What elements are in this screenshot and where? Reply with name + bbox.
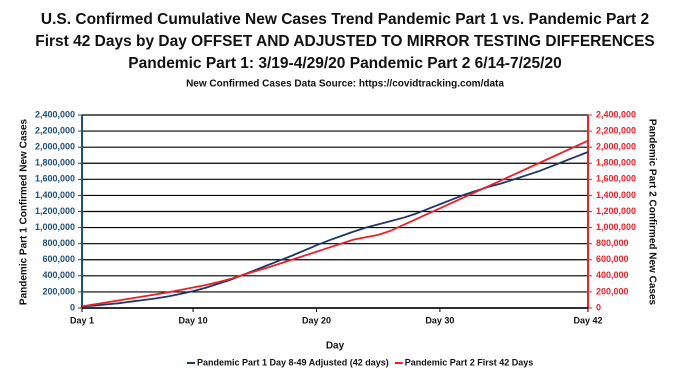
y2-tick-label: 2,200,000 — [596, 125, 636, 135]
y-tick-label: 1,200,000 — [35, 206, 75, 216]
chart-subtitle: New Confirmed Cases Data Source: https:/… — [186, 79, 504, 90]
y2-tick-label: 1,600,000 — [596, 174, 636, 184]
chart-title: U.S. Confirmed Cumulative New Cases Tren… — [41, 11, 649, 28]
y-tick-label: 0 — [70, 302, 75, 312]
y2-tick-label: 2,400,000 — [596, 109, 636, 119]
y-tick-label: 1,400,000 — [35, 190, 75, 200]
y-tick-label: 2,000,000 — [35, 142, 75, 152]
y2-tick-label: 1,000,000 — [596, 222, 636, 232]
y2-tick-label: 1,800,000 — [596, 158, 636, 168]
y-tick-label: 1,800,000 — [35, 158, 75, 168]
y2-tick-label: 1,200,000 — [596, 206, 636, 216]
y-tick-label: 1,000,000 — [35, 222, 75, 232]
y-tick-label: 2,400,000 — [35, 109, 75, 119]
y2-tick-label: 200,000 — [596, 286, 629, 296]
y-axis-label: Pandemic Part 1 Confirmed New Cases — [19, 118, 30, 305]
y-tick-label: 800,000 — [42, 238, 75, 248]
y-tick-label: 2,200,000 — [35, 125, 75, 135]
x-tick-label: Day 30 — [425, 315, 454, 325]
legend-label: Pandemic Part 1 Day 8-49 Adjusted (42 da… — [197, 357, 389, 367]
chart-title: Pandemic Part 1: 3/19-4/29/20 Pandemic P… — [128, 55, 561, 72]
y2-tick-label: 400,000 — [596, 270, 629, 280]
y2-tick-label: 0 — [596, 302, 601, 312]
x-axis-label: Day — [326, 341, 345, 352]
series-line — [81, 151, 589, 308]
y-tick-label: 1,600,000 — [35, 174, 75, 184]
y2-axis-label: Pandemic Part 2 Confirmed New Cases — [646, 119, 657, 306]
y-tick-label: 200,000 — [42, 286, 75, 296]
legend-label: Pandemic Part 2 First 42 Days — [405, 357, 534, 367]
y2-tick-label: 600,000 — [596, 254, 629, 264]
x-tick-label: Day 42 — [573, 315, 602, 325]
y-tick-label: 400,000 — [42, 270, 75, 280]
y2-tick-label: 2,000,000 — [596, 142, 636, 152]
series-line — [81, 139, 589, 308]
x-tick-label: Day 20 — [302, 315, 331, 325]
x-tick-label: Day 1 — [70, 315, 94, 325]
chart-title: First 42 Days by Day OFFSET AND ADJUSTED… — [35, 33, 655, 50]
x-tick-label: Day 10 — [179, 315, 208, 325]
y-tick-label: 600,000 — [42, 254, 75, 264]
y2-tick-label: 800,000 — [596, 238, 629, 248]
y2-tick-label: 1,400,000 — [596, 190, 636, 200]
